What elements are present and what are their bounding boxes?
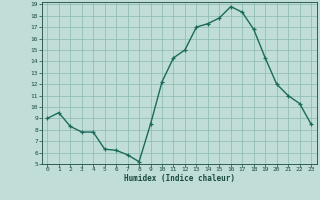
X-axis label: Humidex (Indice chaleur): Humidex (Indice chaleur) [124, 174, 235, 183]
